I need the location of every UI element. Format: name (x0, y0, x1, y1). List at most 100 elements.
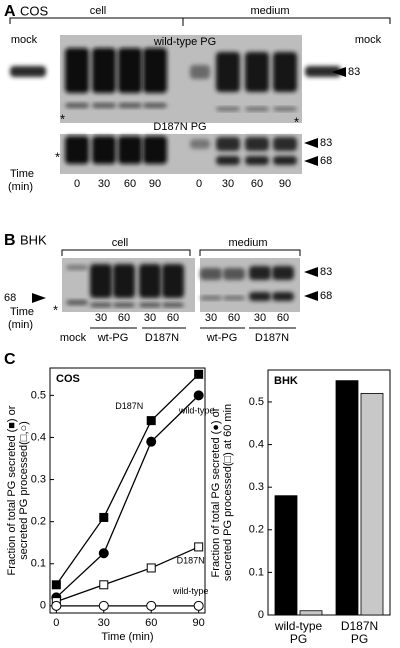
y-axis-label: Fraction of total PG secreted (●) or (210, 407, 222, 577)
y-tick-label: 0.3 (249, 481, 264, 493)
bar (335, 380, 359, 616)
x-tick-label: 90 (193, 617, 205, 629)
gel-band (272, 292, 294, 301)
y-tick-label: 0.1 (249, 566, 264, 578)
lane-label: wt-PG (206, 332, 238, 344)
gel-band (65, 48, 89, 93)
gel (62, 258, 300, 312)
size-marker: 68 (4, 292, 16, 304)
gel-band (190, 139, 210, 149)
size-marker: 68 (320, 155, 332, 167)
gel-band (273, 52, 297, 92)
gel-band (92, 103, 116, 108)
gel-band (143, 103, 167, 108)
y-tick-label: 0.2 (249, 524, 264, 536)
y-tick-label: 0.2 (31, 516, 46, 528)
lane-label: D187N (145, 332, 179, 344)
asterisk: * (53, 302, 58, 317)
marker (98, 548, 109, 559)
marker (51, 600, 62, 611)
data-line (55, 373, 200, 586)
asterisk: * (60, 111, 65, 126)
cell-line: BHK (20, 232, 47, 247)
gel-band (65, 136, 89, 164)
chart-title: BHK (274, 375, 298, 387)
series-label: D187N (115, 401, 143, 411)
axis-label: (min) (8, 181, 33, 193)
time-label: 0 (196, 178, 202, 190)
gel-band (66, 265, 88, 270)
gel-band (143, 136, 167, 164)
y-tick-label: 0.4 (249, 438, 264, 450)
gel-band (118, 136, 142, 164)
gel-band (200, 268, 222, 280)
time-label: 30 (222, 178, 234, 190)
time-label: 60 (124, 178, 136, 190)
axis-label: Time (10, 306, 34, 318)
arrowhead (304, 291, 318, 301)
gel-band (92, 136, 116, 164)
asterisk: * (294, 114, 299, 129)
y-tick-label: 0 (258, 609, 264, 621)
marker (194, 369, 204, 379)
y-tick-label: 0.4 (31, 431, 46, 443)
size-marker: 68 (320, 290, 332, 302)
y-tick-label: 0.5 (249, 396, 264, 408)
y-axis-label: secreted PG processed(□,○) (18, 421, 30, 560)
data-line (56, 546, 199, 603)
lane-label: mock (11, 34, 38, 46)
lane-label: mock (355, 34, 382, 46)
arrowhead (304, 267, 318, 277)
gel-band (162, 303, 184, 307)
size-marker: 83 (320, 266, 332, 278)
gel-band (90, 264, 112, 298)
lane-label: wt-PG (97, 332, 129, 344)
gel (10, 35, 341, 123)
marker (193, 600, 204, 611)
bar (360, 393, 384, 616)
marker (99, 580, 109, 590)
panel-letter: B (4, 232, 16, 249)
marker (146, 600, 157, 611)
marker (146, 436, 157, 447)
y-tick-label: 0.3 (31, 473, 46, 485)
group-label: medium (228, 237, 267, 249)
marker (193, 390, 204, 401)
data-line (55, 394, 200, 598)
series-label: D187N (177, 555, 205, 565)
gel-band (249, 266, 271, 280)
group-label: medium (250, 5, 289, 17)
time-label: 90 (279, 178, 291, 190)
gel-band (216, 137, 240, 151)
asterisk: * (55, 149, 60, 164)
time-label: 30 (144, 312, 156, 324)
plot-frame (267, 369, 391, 616)
time-label: 90 (149, 178, 161, 190)
y-tick-label: 0.1 (31, 558, 46, 570)
size-marker: 83 (320, 137, 332, 149)
gel-band (190, 65, 210, 79)
gel-band (245, 107, 269, 111)
cell-line: COS (20, 3, 49, 18)
marker (99, 512, 109, 522)
lane-label: mock (60, 332, 87, 344)
gel-band (245, 156, 269, 165)
bracket (61, 249, 301, 256)
gel-band (10, 66, 46, 77)
arrowhead (32, 293, 46, 303)
panel-letter: C (4, 351, 16, 368)
gel-band (216, 52, 240, 92)
axis-label: (min) (8, 319, 33, 331)
gel-band (273, 137, 297, 151)
time-label: 60 (228, 312, 240, 324)
marker (146, 416, 156, 426)
time-label: 60 (277, 312, 289, 324)
panel-letter: A (4, 3, 16, 20)
x-tick-label: PG (289, 632, 308, 646)
gel-band (223, 268, 245, 280)
lane-label: D187N PG (153, 121, 206, 133)
time-label: 30 (95, 312, 107, 324)
size-marker: 83 (348, 66, 360, 78)
group-label: cell (90, 5, 107, 17)
y-axis-label: secreted PG processed(□) at 60 min (222, 404, 234, 581)
